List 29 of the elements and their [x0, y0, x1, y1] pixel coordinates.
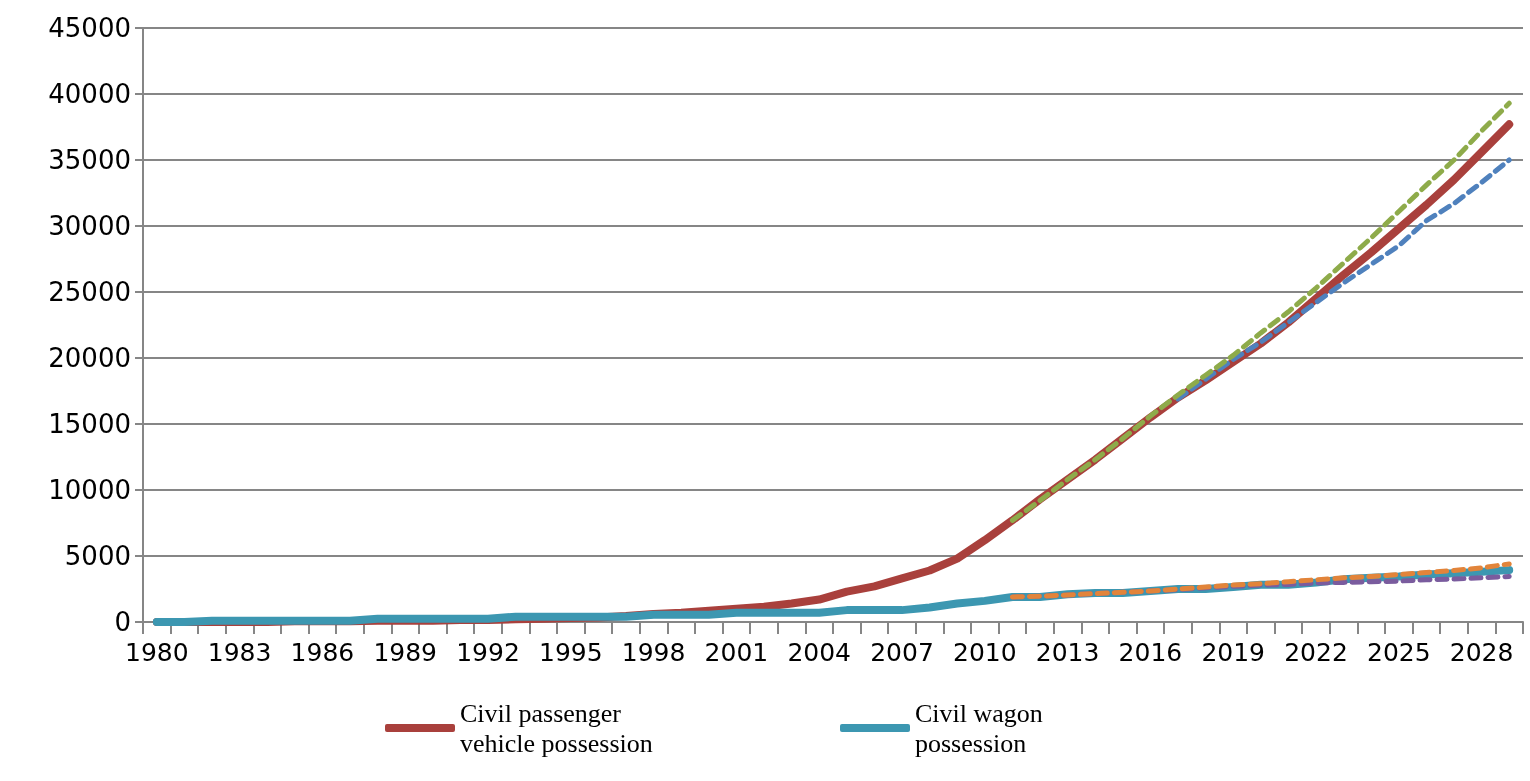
y-tick-label: 10000 [48, 475, 131, 505]
x-tick-label: 2004 [787, 638, 852, 667]
y-tick-label: 40000 [48, 79, 131, 109]
x-tick-label: 1986 [290, 638, 355, 667]
y-tick-label: 45000 [48, 13, 131, 43]
x-tick-label: 2016 [1118, 638, 1183, 667]
x-tick-label: 1980 [124, 638, 189, 667]
x-tick-label: 2025 [1366, 638, 1431, 667]
y-tick-label: 15000 [48, 409, 131, 439]
x-tick-label: 1995 [538, 638, 603, 667]
x-tick-label: 2007 [870, 638, 934, 667]
x-tick-label: 1998 [621, 638, 686, 667]
x-tick-label: 2001 [704, 638, 769, 667]
y-tick-label: 0 [114, 607, 131, 637]
x-tick-label: 2019 [1201, 638, 1266, 667]
x-tick-label: 1992 [456, 638, 520, 667]
y-tick-label: 20000 [48, 343, 131, 373]
x-tick-label: 1983 [207, 638, 272, 667]
x-tick-label: 2028 [1449, 638, 1514, 667]
y-tick-label: 35000 [48, 145, 131, 175]
legend-label: Civil passenger vehicle possession [460, 698, 653, 758]
y-tick-label: 30000 [48, 211, 131, 241]
y-tick-label: 25000 [48, 277, 131, 307]
x-tick-label: 2010 [952, 638, 1017, 667]
y-tick-label: 5000 [64, 541, 131, 571]
x-tick-label: 2013 [1035, 638, 1100, 667]
x-tick-label: 2022 [1284, 638, 1348, 667]
legend-label: Civil wagon possession [915, 698, 1050, 758]
x-tick-label: 1989 [373, 638, 438, 667]
